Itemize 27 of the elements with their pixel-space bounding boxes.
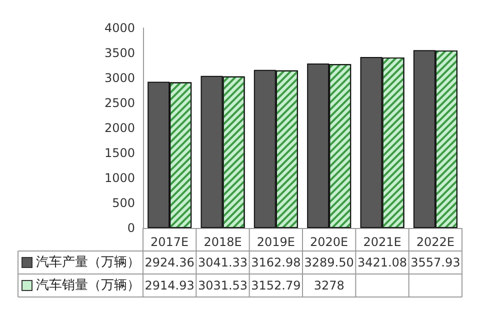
- data-label: 3041.33: [198, 256, 248, 270]
- x-tick-label: 2021E: [363, 235, 402, 249]
- legend-label: 汽车产量（万辆）: [36, 255, 140, 270]
- x-tick-label: 2020E: [310, 235, 348, 249]
- x-tick-label: 2017E: [150, 235, 189, 249]
- data-label: 3162.98: [251, 256, 301, 270]
- data-label: 3031.53: [198, 278, 248, 292]
- data-label: 3278: [314, 278, 344, 292]
- data-label: 3152.79: [251, 278, 301, 292]
- data-label: 3289.50: [304, 256, 354, 270]
- data-label: 2924.36: [144, 256, 194, 270]
- y-tick-label: 1500: [104, 146, 135, 160]
- x-tick-label: 2018E: [204, 235, 242, 249]
- data-label: 3557.93: [410, 256, 460, 270]
- legend-label: 汽车销量（万辆）: [36, 278, 140, 293]
- y-tick-label: 3500: [104, 46, 135, 60]
- data-label: 2914.93: [144, 278, 194, 292]
- y-tick-label: 3000: [104, 71, 135, 85]
- y-tick-label: 0: [127, 221, 135, 235]
- y-tick-label: 2500: [104, 96, 135, 110]
- x-tick-label: 2019E: [256, 235, 295, 249]
- y-tick-label: 2000: [104, 121, 135, 135]
- y-tick-label: 500: [112, 196, 135, 210]
- data-label: 3421.08: [357, 256, 408, 270]
- y-tick-label: 1000: [104, 171, 135, 185]
- x-tick-label: 2022E: [416, 235, 454, 249]
- y-tick-label: 4000: [104, 21, 135, 35]
